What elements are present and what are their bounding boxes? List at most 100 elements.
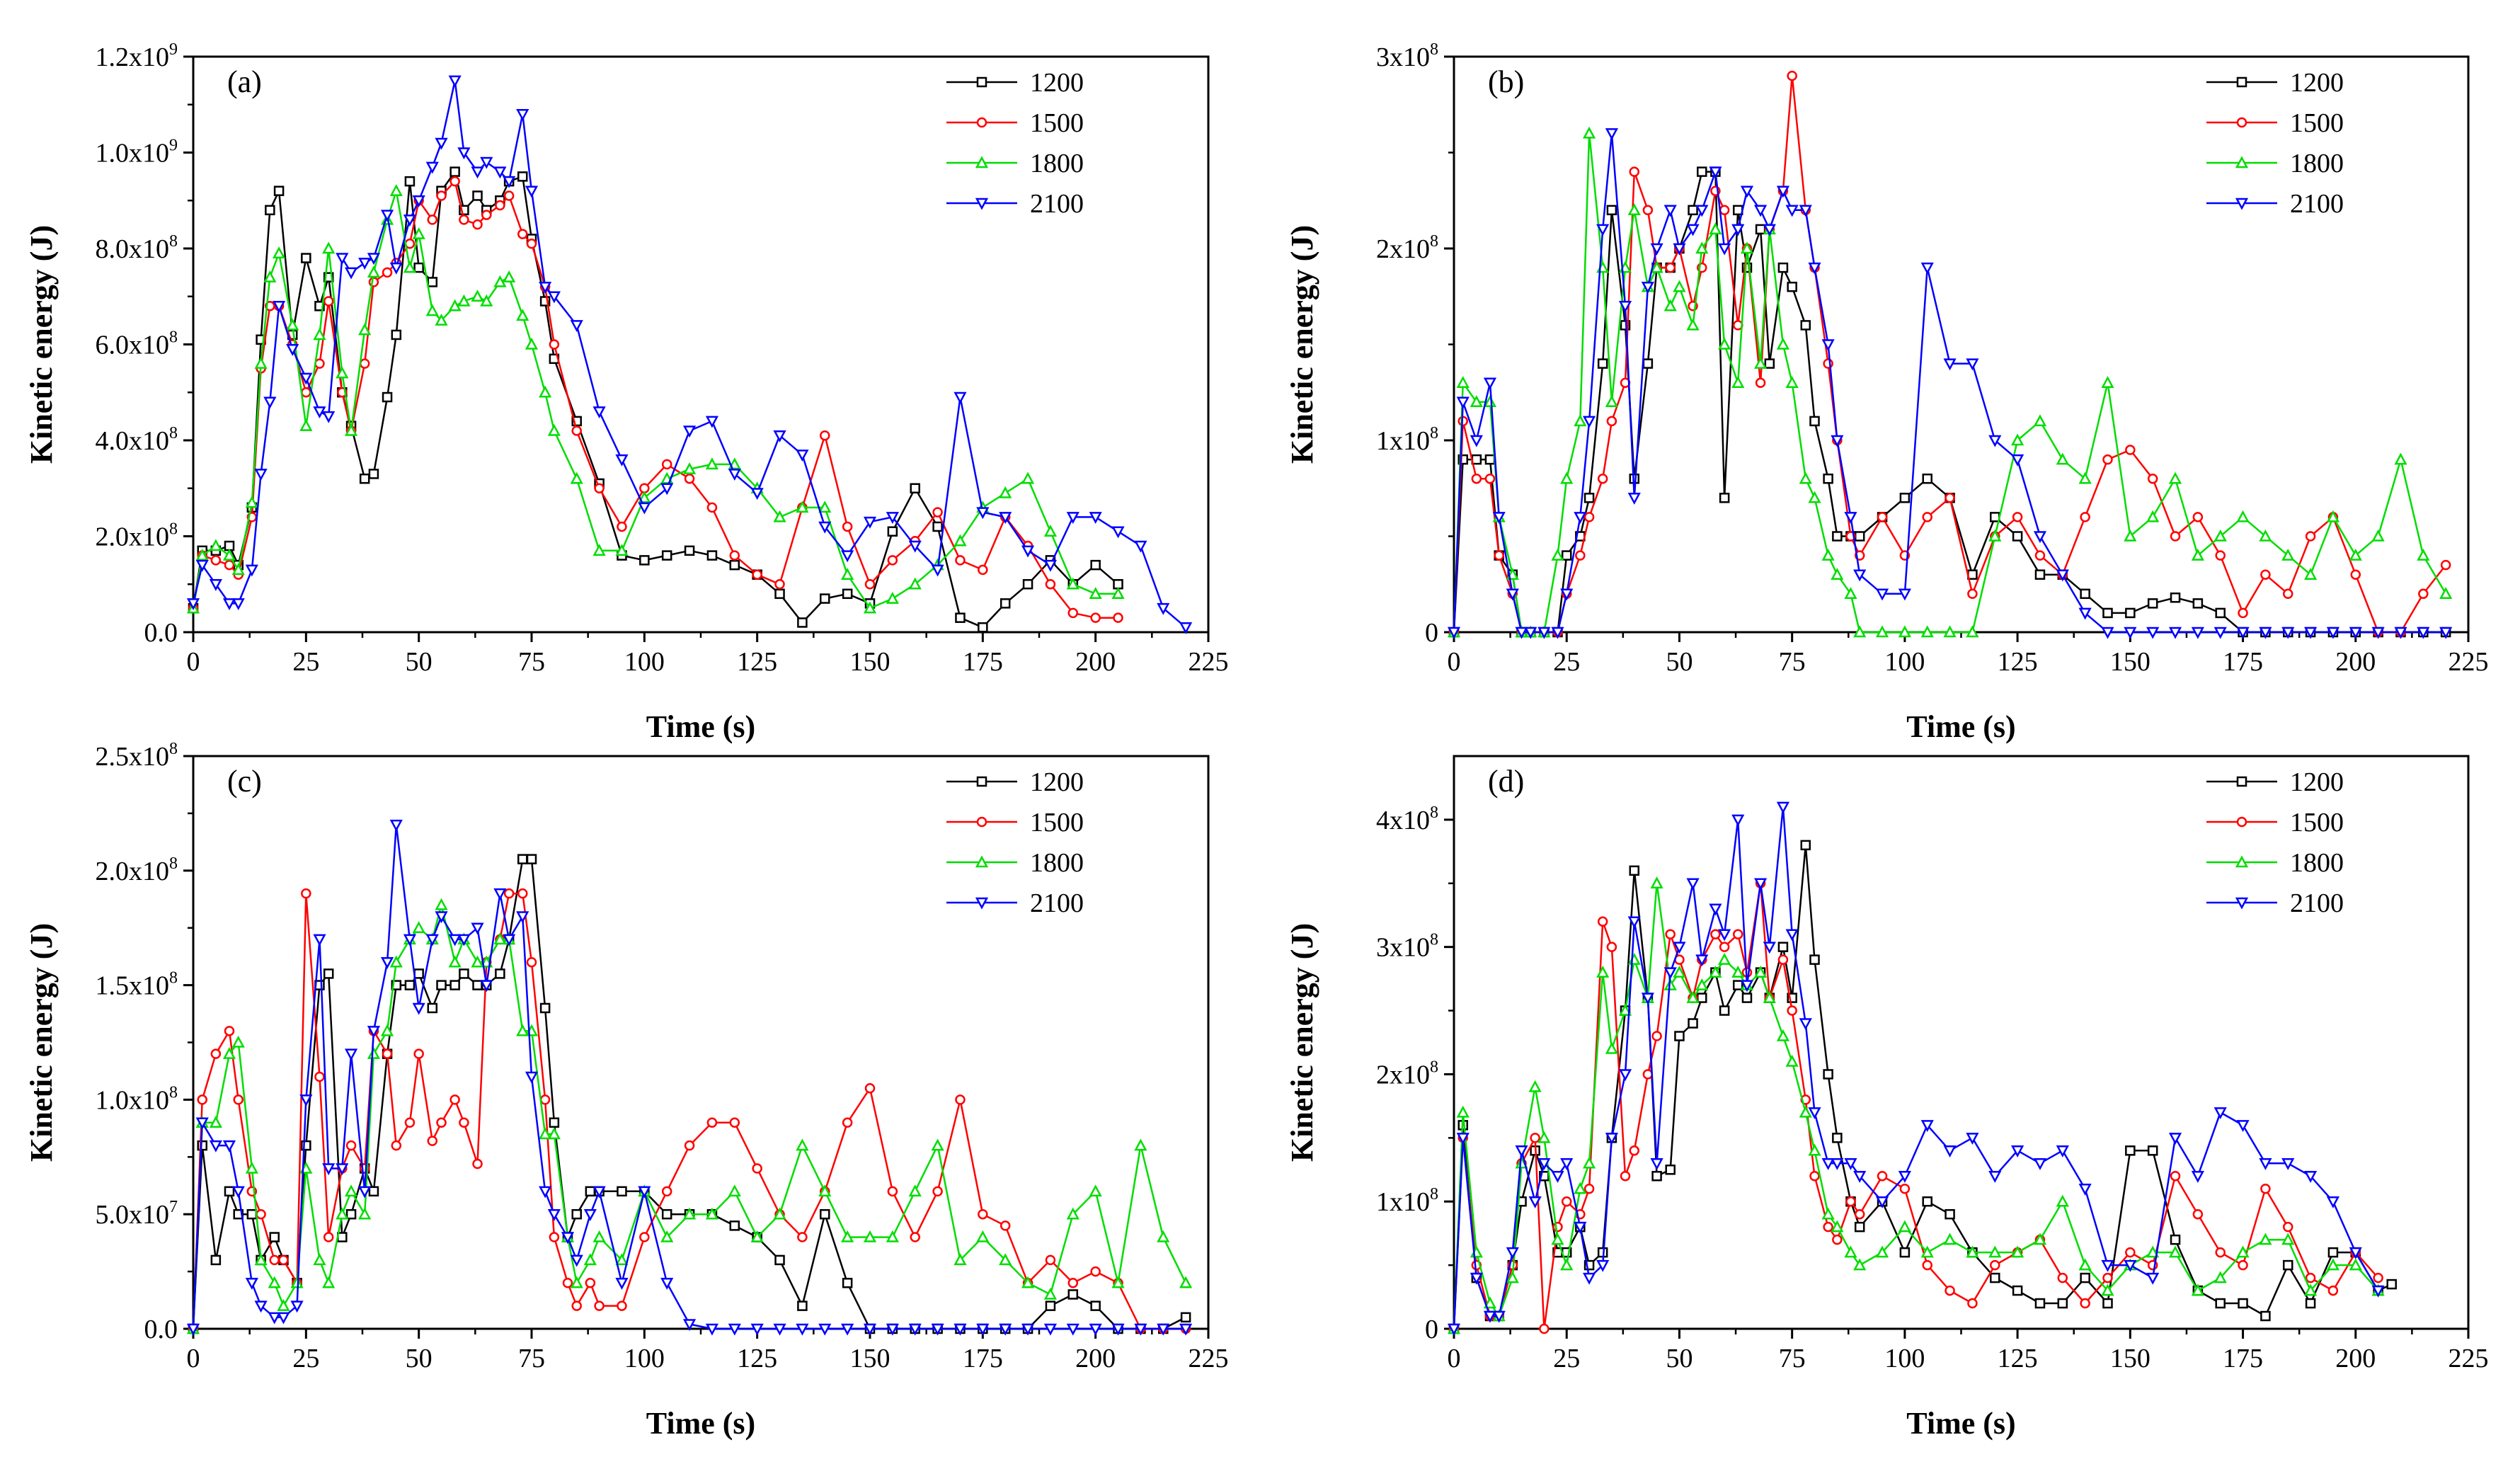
data-point-2100 [1551, 1171, 1564, 1183]
data-point-2100 [1966, 358, 1979, 371]
data-point-1200 [2170, 592, 2181, 603]
data-point-1800 [493, 932, 507, 945]
data-point-2100 [931, 564, 944, 577]
data-point-1800 [1111, 1276, 1125, 1288]
data-point-1200 [436, 980, 447, 990]
data-point-2100 [209, 579, 222, 591]
data-point-2100 [2146, 627, 2160, 639]
x-tick-label: 200 [2335, 1344, 2376, 1373]
data-point-1200 [1787, 281, 1797, 292]
data-point-1800 [908, 1184, 922, 1197]
data-point-1800 [1043, 525, 1058, 537]
data-point-1800 [592, 1230, 606, 1242]
data-point-1200 [2147, 1145, 2158, 1156]
x-tick-label: 100 [1884, 647, 1925, 677]
data-point-1800 [818, 1184, 832, 1197]
data-point-1800 [1853, 625, 1867, 638]
data-point-1800 [2349, 1258, 2362, 1271]
x-tick-label: 0 [187, 647, 200, 677]
data-point-2100 [660, 483, 674, 496]
legend-marker-2100 [2235, 897, 2249, 910]
data-point-1800 [1650, 261, 1663, 273]
data-point-1500 [210, 1048, 222, 1059]
data-point-1800 [1686, 318, 1700, 331]
data-point-1800 [841, 568, 854, 580]
data-point-1500 [2192, 1208, 2204, 1220]
data-point-1500 [526, 956, 537, 968]
data-point-1200 [1741, 993, 1753, 1003]
data-point-1200 [1809, 954, 1820, 965]
series-line-2100 [1453, 806, 2379, 1329]
data-point-2100 [561, 1232, 575, 1245]
y-axis-title: Kinetic energy (J) [1285, 923, 1319, 1162]
y-tick-label: 0.0 [144, 1315, 178, 1344]
data-point-2100 [525, 1071, 539, 1084]
data-point-1200 [1777, 942, 1789, 952]
x-tick-label: 50 [1666, 1344, 1693, 1373]
data-point-1500 [2260, 569, 2271, 580]
data-point-1500 [1651, 1031, 1662, 1041]
data-point-2100 [1582, 416, 1596, 428]
data-point-2100 [615, 454, 629, 467]
data-point-1200 [797, 1300, 808, 1311]
y-axis-title: Kinetic energy (J) [24, 923, 59, 1162]
data-point-1800 [2101, 1283, 2114, 1296]
data-point-2100 [1157, 602, 1170, 615]
data-point-1200 [2327, 1247, 2339, 1258]
data-point-2100 [908, 1323, 922, 1336]
series-line-1800 [192, 190, 1118, 610]
data-point-1500 [1945, 1285, 1955, 1296]
series-line-1200 [192, 858, 1186, 1330]
data-point-1500 [2034, 550, 2046, 561]
data-point-2100 [2033, 531, 2047, 544]
data-point-1500 [323, 1232, 334, 1242]
data-point-1500 [1755, 377, 1766, 388]
legend-marker-2100 [975, 897, 989, 910]
data-point-1500 [517, 888, 528, 899]
legend-label-1500: 1500 [1030, 808, 1084, 837]
data-point-1500 [1530, 1133, 1540, 1143]
data-point-1500 [571, 1300, 582, 1311]
data-point-2100 [493, 888, 507, 900]
x-tick-label: 200 [1075, 1344, 1116, 1373]
series-2100 [186, 819, 1193, 1336]
data-point-2100 [1650, 1158, 1663, 1170]
data-point-1800 [1875, 1245, 1889, 1258]
data-point-1200 [774, 1254, 785, 1266]
data-point-2100 [1718, 929, 1731, 942]
data-point-1800 [682, 1207, 697, 1220]
data-point-2100 [1021, 545, 1035, 558]
panel-label: (d) [1488, 764, 1524, 799]
data-point-1500 [585, 1278, 596, 1288]
data-point-2100 [1821, 339, 1835, 352]
data-point-1200 [2012, 531, 2023, 542]
data-point-2100 [358, 258, 372, 270]
data-point-1200 [368, 1186, 379, 1197]
data-point-1500 [481, 210, 492, 220]
data-point-2100 [1853, 569, 1867, 582]
data-point-2100 [1574, 512, 1587, 525]
data-point-1200 [1800, 320, 1811, 331]
data-point-1500 [1665, 929, 1676, 939]
data-point-1500 [2260, 1183, 2271, 1194]
data-point-1800 [705, 1207, 719, 1220]
panel-label: (c) [227, 764, 262, 799]
data-point-2100 [2326, 1196, 2340, 1208]
data-point-1800 [1844, 587, 1857, 600]
data-point-1200 [427, 1002, 438, 1014]
data-point-1800 [254, 356, 268, 369]
data-point-1500 [2170, 1171, 2181, 1182]
data-point-1800 [1844, 1245, 1857, 1258]
data-point-1500 [617, 521, 627, 532]
data-point-1800 [493, 275, 507, 287]
data-point-1200 [729, 559, 740, 571]
data-point-1200 [1180, 1312, 1191, 1323]
data-point-1500 [2327, 1285, 2339, 1296]
data-point-1200 [224, 1186, 235, 1197]
data-point-1200 [1090, 1300, 1101, 1311]
data-point-1500 [842, 521, 853, 532]
data-point-1800 [448, 955, 462, 968]
data-point-2100 [286, 344, 299, 356]
data-point-1500 [684, 473, 695, 484]
data-point-1200 [1090, 559, 1101, 571]
